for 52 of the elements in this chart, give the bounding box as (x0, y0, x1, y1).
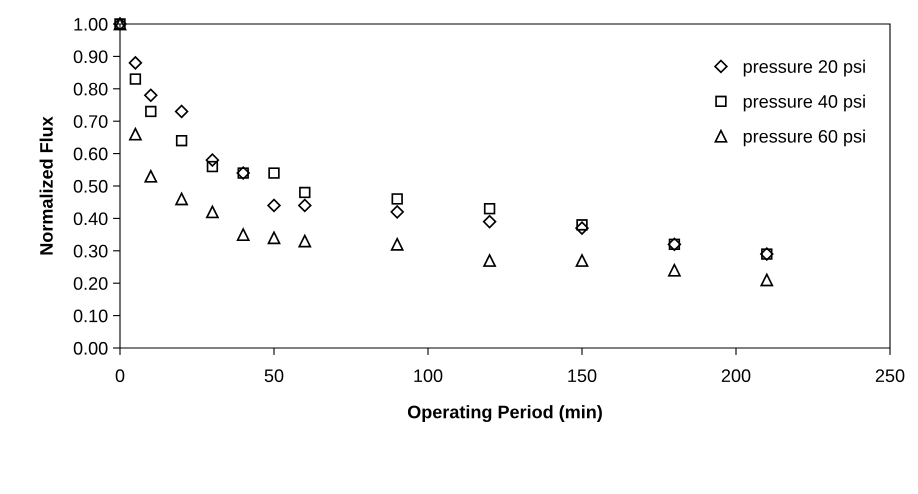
y-tick-label: 0.20 (74, 277, 108, 290)
x-tick-label: 250 (876, 369, 904, 382)
point (267, 198, 281, 212)
point (482, 214, 496, 228)
point (175, 192, 188, 206)
point (576, 219, 588, 231)
point (299, 186, 310, 198)
point (390, 238, 404, 251)
point (144, 170, 158, 183)
point (392, 193, 403, 205)
point (668, 264, 681, 277)
point (390, 205, 404, 219)
y-tick-label: 0.60 (74, 148, 108, 160)
y-tick-label: 1.00 (74, 18, 108, 31)
y-tick-label: 0.30 (74, 244, 108, 258)
point (144, 88, 158, 102)
point (575, 221, 589, 235)
x-tick-label: 150 (568, 369, 596, 382)
x-tick-label: 200 (722, 369, 750, 382)
point (484, 202, 496, 214)
legend-label: pressure 20 psi (744, 60, 865, 77)
legend-label: pressure 60 psi (744, 129, 865, 146)
point (128, 56, 142, 70)
point (268, 167, 280, 179)
y-tick-label: 0.70 (74, 115, 108, 128)
point (268, 231, 280, 244)
point (176, 134, 188, 146)
point (174, 104, 188, 118)
point (129, 128, 142, 141)
point (206, 206, 219, 218)
x-axis-title: Operating Period (min) (408, 405, 602, 422)
point (206, 153, 220, 167)
y-tick-label: 0.90 (74, 50, 108, 64)
point (760, 274, 774, 286)
point (206, 160, 218, 172)
y-tick-label: 0.80 (74, 82, 108, 96)
point (298, 198, 312, 212)
y-tick-label: 0.40 (74, 212, 108, 226)
y-tick-label: 0.10 (74, 310, 108, 322)
point (236, 228, 250, 241)
y-axis-title: Normalized Flux (40, 116, 53, 255)
point (145, 106, 156, 118)
x-tick-label: 50 (264, 369, 284, 382)
y-tick-label: 0.00 (74, 342, 108, 355)
x-tick-label: 0 (116, 369, 124, 382)
x-tick-label: 100 (414, 369, 442, 382)
point (298, 234, 312, 248)
legend-label: pressure 40 psi (744, 94, 865, 112)
point (483, 254, 496, 267)
point (576, 254, 588, 267)
y-tick-label: 0.50 (74, 180, 108, 193)
point (130, 73, 142, 85)
